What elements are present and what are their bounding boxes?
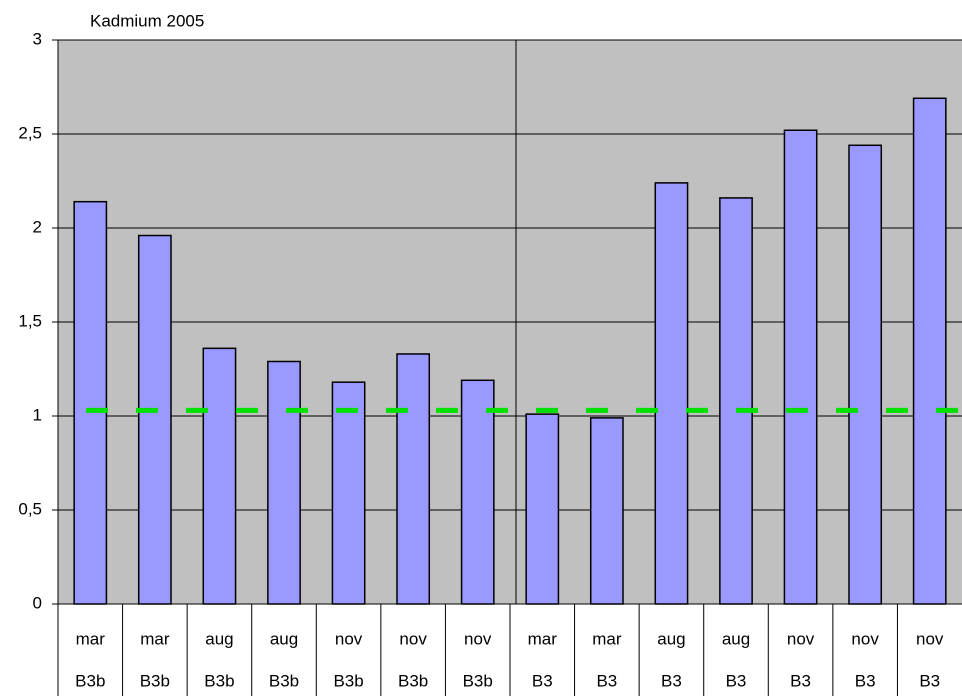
x-group-label: B3b (269, 671, 299, 690)
x-tick-label: mar (140, 629, 170, 648)
x-group-label: B3b (75, 671, 105, 690)
x-tick-label: aug (722, 629, 750, 648)
x-group-label: B3 (532, 671, 553, 690)
y-tick-label: 0 (33, 593, 42, 612)
x-group-label: B3b (398, 671, 428, 690)
x-tick-label: nov (464, 629, 492, 648)
x-tick-label: aug (270, 629, 298, 648)
bar (73, 200, 108, 605)
bar (589, 417, 624, 605)
bar (267, 360, 301, 605)
x-tick-label: nov (335, 629, 363, 648)
x-tick-label: mar (528, 629, 558, 648)
x-tick-label: nov (851, 629, 879, 648)
bar (783, 129, 818, 605)
bar (460, 379, 495, 605)
x-group-label: B3b (140, 671, 170, 690)
x-group-label: B3 (919, 671, 940, 690)
x-group-label: B3 (661, 671, 682, 690)
bar (137, 234, 172, 605)
bar (396, 353, 431, 605)
x-group-label: B3 (726, 671, 747, 690)
x-tick-label: nov (916, 629, 944, 648)
x-tick-label: nov (399, 629, 427, 648)
chart-title: Kadmium 2005 (90, 11, 204, 30)
y-tick-label: 1 (33, 405, 42, 424)
bar (202, 347, 237, 605)
x-tick-label: mar (76, 629, 106, 648)
bar (848, 144, 883, 605)
x-group-label: B3 (790, 671, 811, 690)
y-tick-label: 2 (33, 217, 42, 236)
x-tick-label: aug (205, 629, 233, 648)
x-group-label: B3b (204, 671, 234, 690)
x-tick-label: mar (592, 629, 622, 648)
y-tick-label: 2,5 (18, 123, 42, 142)
y-tick-label: 0,5 (18, 499, 42, 518)
x-tick-label: aug (657, 629, 685, 648)
bar (912, 97, 947, 605)
bar (525, 413, 560, 605)
bar (719, 197, 753, 605)
x-group-label: B3 (596, 671, 617, 690)
bar (331, 381, 366, 605)
x-group-label: B3 (855, 671, 876, 690)
x-group-label: B3b (333, 671, 363, 690)
bar (654, 182, 689, 605)
x-tick-label: nov (787, 629, 815, 648)
y-tick-label: 3 (33, 29, 42, 48)
x-group-label: B3b (463, 671, 493, 690)
y-tick-label: 1,5 (18, 311, 42, 330)
